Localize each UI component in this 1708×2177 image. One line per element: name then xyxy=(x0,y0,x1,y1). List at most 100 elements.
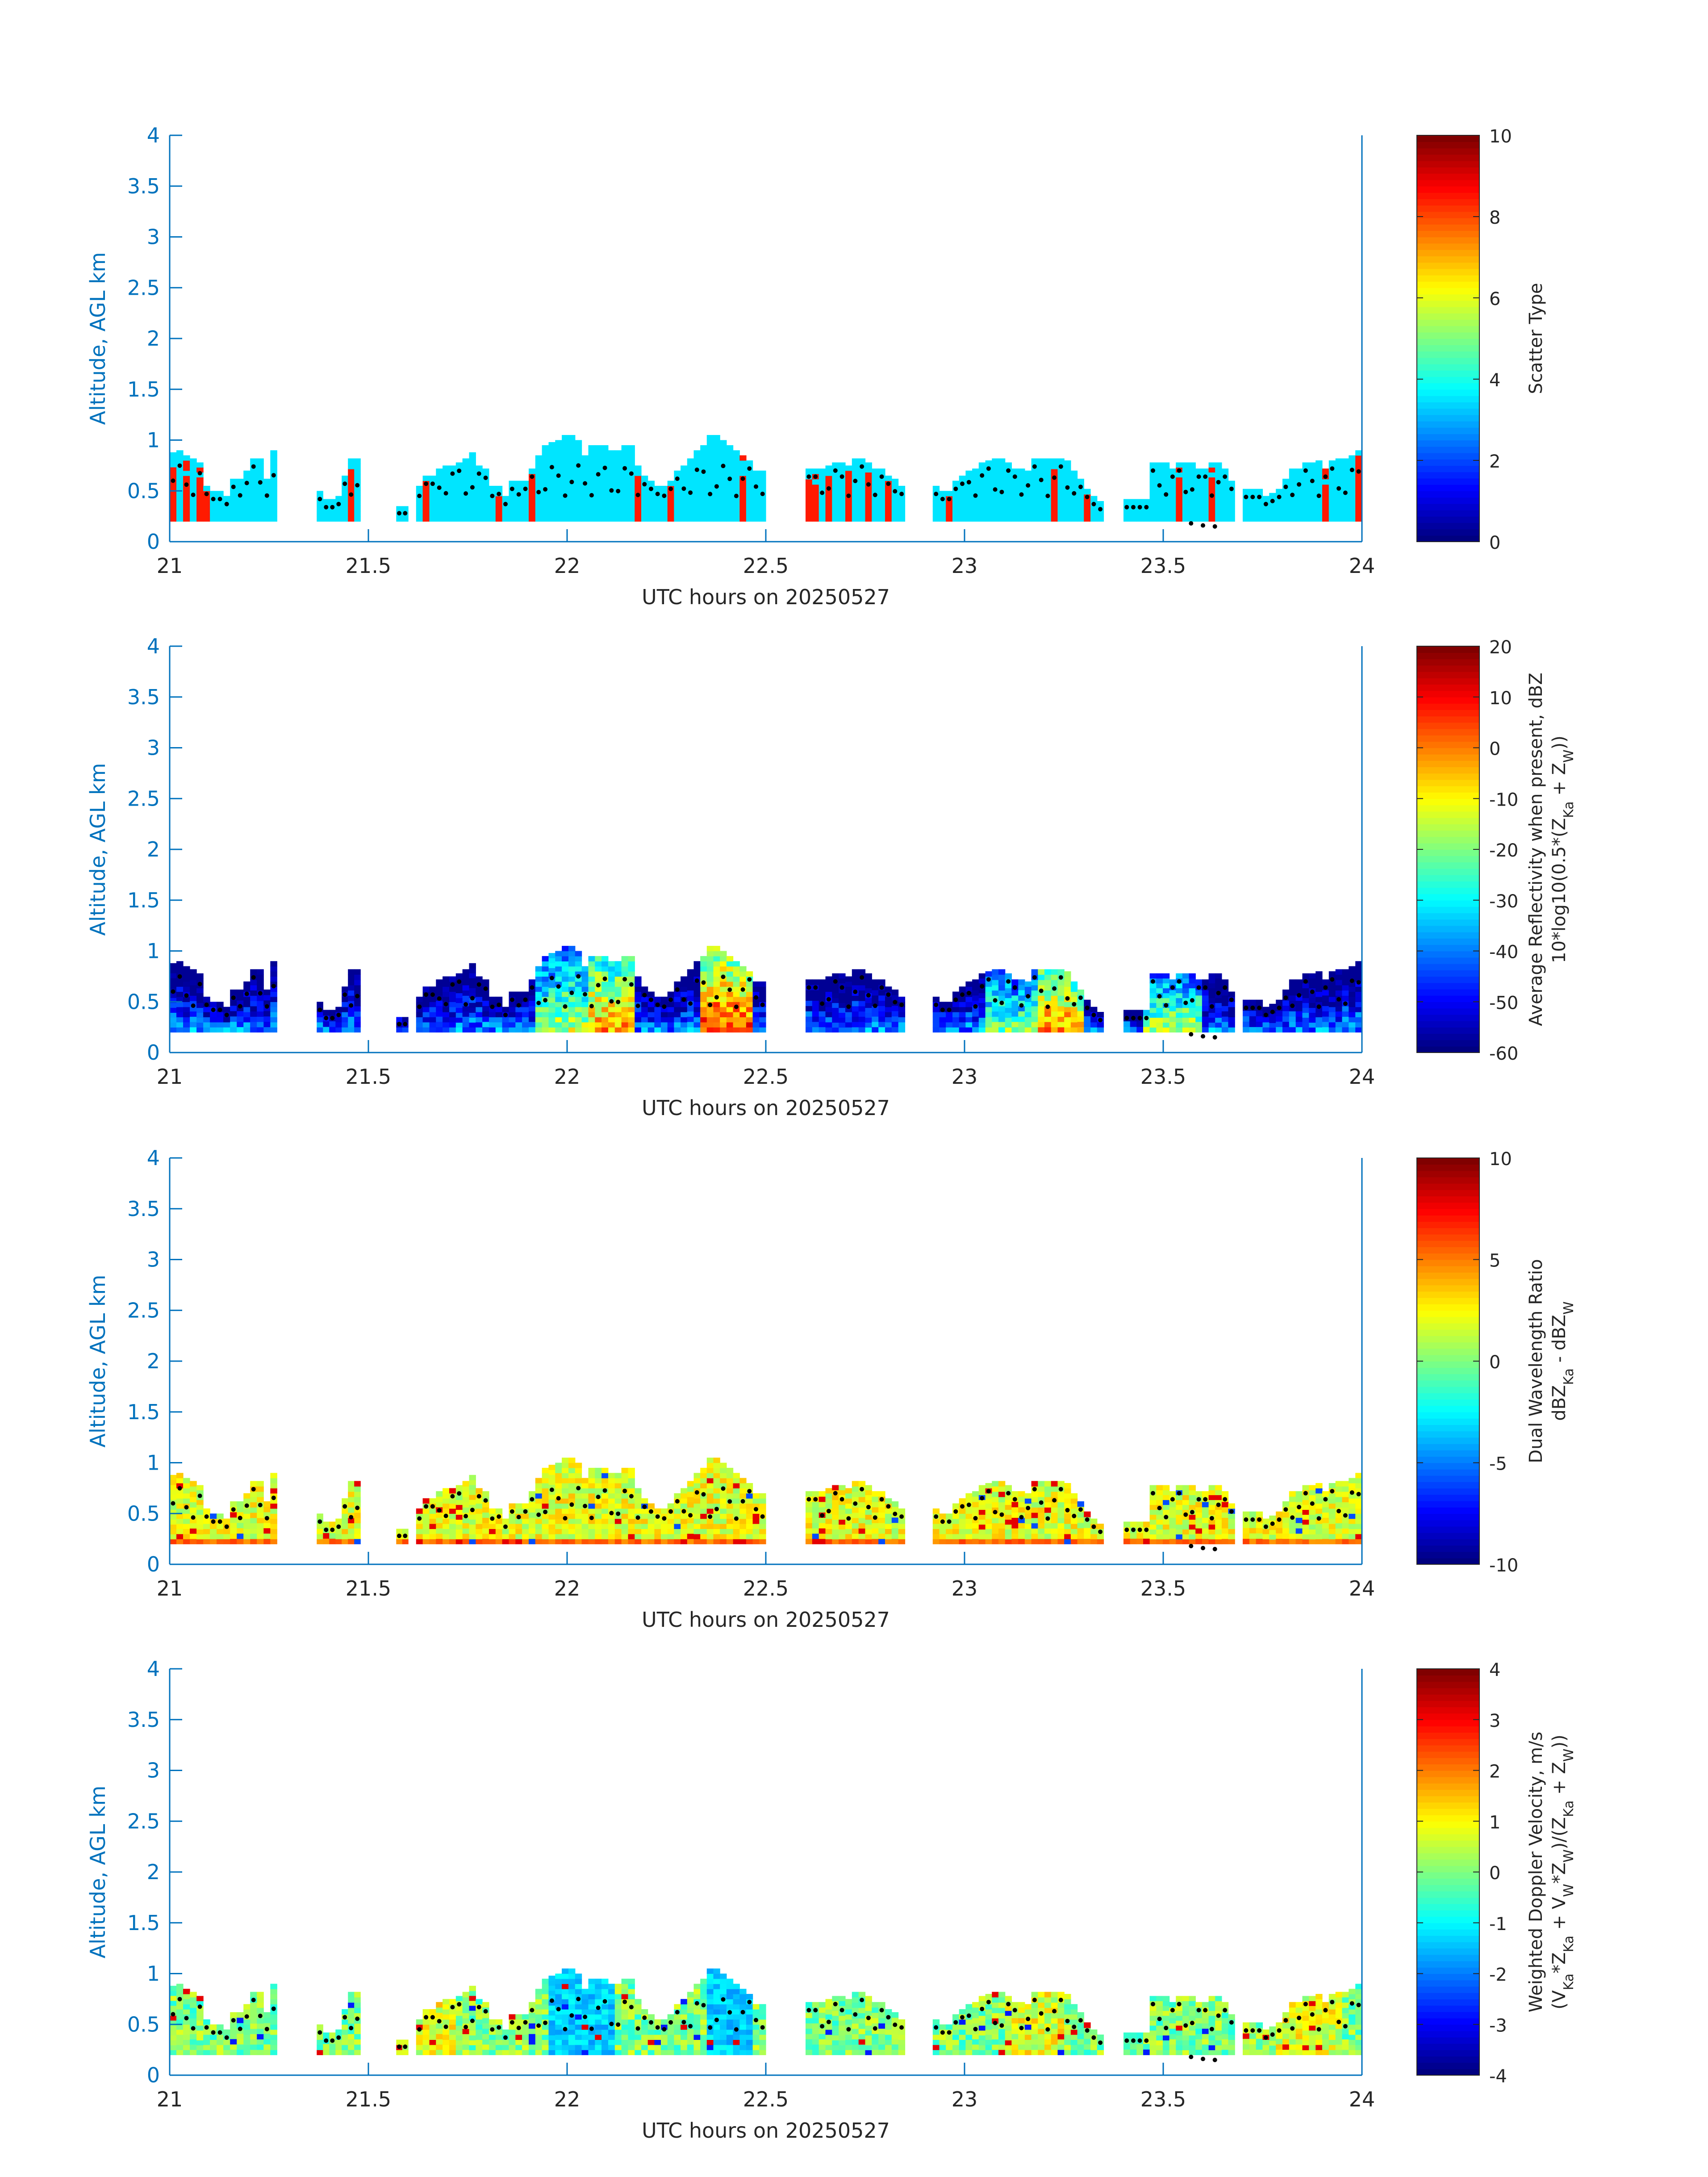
heatmap-cell xyxy=(1276,516,1283,522)
colorbar-swatch xyxy=(1417,268,1479,276)
heatmap-cell xyxy=(946,1513,953,1519)
heatmap-cell xyxy=(978,998,986,1003)
heatmap-cell xyxy=(1018,516,1025,522)
heatmap-cell xyxy=(1282,1011,1290,1017)
heatmap-cell xyxy=(575,501,582,506)
heatmap-cell xyxy=(1169,500,1176,506)
heatmap-cell xyxy=(1221,516,1229,522)
heatmap-cell xyxy=(595,1027,602,1033)
heatmap-cell xyxy=(839,492,846,497)
heatmap-cell xyxy=(529,1538,536,1545)
heatmap-cell xyxy=(885,1529,892,1534)
heatmap-cell xyxy=(1057,1517,1065,1524)
heatmap-cell xyxy=(515,1518,522,1524)
heatmap-cell xyxy=(562,1529,569,1534)
colorbar-swatch xyxy=(1417,932,1479,939)
heatmap-cell xyxy=(739,1002,747,1007)
heatmap-cell xyxy=(733,516,740,522)
heatmap-cell xyxy=(270,506,277,512)
heatmap-cell xyxy=(562,481,569,486)
heatmap-cell xyxy=(170,452,177,458)
heatmap-cell xyxy=(1064,516,1071,522)
heatmap-cell xyxy=(436,1027,443,1033)
heatmap-cell xyxy=(1335,1011,1343,1017)
heatmap-cell xyxy=(959,1513,966,1519)
heatmap-cell xyxy=(687,1517,694,1524)
heatmap-cell xyxy=(878,1021,885,1028)
heatmap-cell xyxy=(739,976,747,982)
heatmap-cell xyxy=(348,974,355,980)
heatmap-cell xyxy=(1044,969,1052,975)
heatmap-cell xyxy=(562,470,569,476)
heatmap-cell xyxy=(1282,516,1290,522)
heatmap-cell xyxy=(839,1485,846,1491)
heatmap-cell xyxy=(1202,500,1209,506)
colorbar-swatch xyxy=(1417,148,1479,155)
heatmap-cell xyxy=(263,516,271,522)
heatmap-cell xyxy=(1011,489,1019,495)
heatmap-cell xyxy=(436,1000,443,1006)
heatmap-cell xyxy=(535,1534,543,1539)
heatmap-cell xyxy=(522,1529,529,1534)
colorbar-tick-label: 4 xyxy=(1489,370,1500,391)
trace-dot xyxy=(846,1004,851,1009)
heatmap-cell xyxy=(1355,971,1362,977)
heatmap-cell xyxy=(601,445,609,451)
heatmap-cell xyxy=(713,1518,720,1524)
heatmap-cell xyxy=(1215,487,1222,493)
heatmap-cell xyxy=(1282,989,1290,995)
heatmap-cell xyxy=(839,988,846,994)
heatmap-cell xyxy=(176,1518,184,1524)
heatmap-cell xyxy=(1169,479,1176,485)
heatmap-cell xyxy=(348,1496,355,1503)
heatmap-cell xyxy=(667,1529,674,1534)
heatmap-cell xyxy=(1044,485,1052,490)
heatmap-cell xyxy=(250,474,257,480)
trace-dot xyxy=(688,1001,693,1006)
heatmap-cell xyxy=(1077,489,1084,495)
heatmap-cell xyxy=(641,1524,648,1529)
heatmap-cell xyxy=(575,1012,582,1017)
trace-dot xyxy=(609,999,614,1004)
heatmap-cell xyxy=(681,465,688,471)
heatmap-cell xyxy=(217,1529,224,1534)
heatmap-cell xyxy=(595,991,602,997)
heatmap-cell xyxy=(681,516,688,522)
heatmap-cell xyxy=(1090,1017,1098,1023)
heatmap-cell xyxy=(700,1539,707,1545)
heatmap-cell xyxy=(329,510,336,516)
heatmap-cell xyxy=(998,1481,1006,1487)
heatmap-cell xyxy=(1149,492,1157,497)
trace-dot xyxy=(960,992,965,997)
heatmap-cell xyxy=(812,1016,819,1022)
heatmap-cell xyxy=(1051,506,1058,511)
heatmap-cell xyxy=(985,1012,992,1017)
heatmap-cell xyxy=(250,1538,257,1545)
trace-dot xyxy=(563,493,568,498)
heatmap-cell xyxy=(635,485,642,491)
heatmap-cell xyxy=(601,1022,609,1028)
heatmap-cell xyxy=(348,495,355,501)
heatmap-cell xyxy=(482,1533,489,1539)
heatmap-cell xyxy=(263,1000,271,1006)
heatmap-cell xyxy=(502,1007,509,1012)
heatmap-cell xyxy=(1011,1507,1019,1513)
heatmap-cell xyxy=(568,460,576,466)
heatmap-cell xyxy=(482,1507,489,1513)
heatmap-cell xyxy=(661,516,668,522)
heatmap-cell xyxy=(1024,1524,1032,1529)
heatmap-cell xyxy=(1335,479,1343,485)
heatmap-cell xyxy=(542,971,549,977)
heatmap-cell xyxy=(588,445,595,451)
heatmap-cell xyxy=(1269,502,1276,508)
heatmap-cell xyxy=(462,1502,469,1508)
heatmap-cell xyxy=(965,1529,973,1534)
heatmap-cell xyxy=(482,1538,489,1545)
heatmap-cell xyxy=(568,951,576,957)
heatmap-cell xyxy=(700,476,707,481)
heatmap-cell xyxy=(1011,990,1019,996)
heatmap-cell xyxy=(1011,500,1019,506)
heatmap-cell xyxy=(1195,495,1203,501)
trace-dot xyxy=(734,1004,739,1009)
heatmap-cell xyxy=(257,974,264,980)
